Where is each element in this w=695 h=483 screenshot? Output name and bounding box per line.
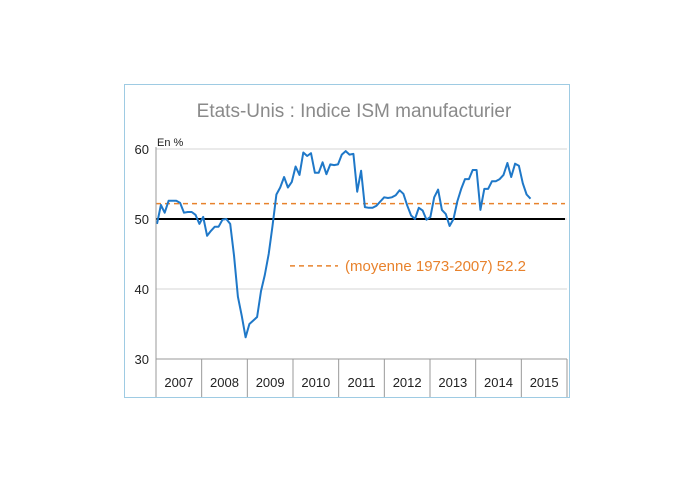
reference-lines bbox=[156, 202, 565, 220]
y-tick-label: 40 bbox=[135, 282, 149, 297]
x-tick-label: 2009 bbox=[256, 375, 285, 390]
x-tick-label: 2014 bbox=[484, 375, 513, 390]
legend-label: (moyenne 1973-2007) 52.2 bbox=[345, 258, 526, 275]
x-tick-label: 2013 bbox=[438, 375, 467, 390]
x-tick-label: 2007 bbox=[164, 375, 193, 390]
axes bbox=[155, 147, 568, 397]
series-layer bbox=[156, 150, 532, 339]
legend: (moyenne 1973-2007) 52.2 bbox=[290, 258, 526, 275]
y-tick-label: 60 bbox=[135, 142, 149, 157]
x-tick-labels: 2007 2008 2009 2010 2011 2012 2013 2014 2015 bbox=[164, 375, 558, 390]
chart-title: Etats-Unis : Indice ISM manufacturier bbox=[197, 101, 512, 122]
line-chart: Etats-Unis : Indice ISM manufacturier En… bbox=[135, 101, 568, 397]
x-tick-label: 2011 bbox=[348, 375, 376, 390]
y-tick-label: 50 bbox=[135, 212, 149, 227]
y-tick-label: 30 bbox=[135, 352, 149, 367]
x-tick-label: 2012 bbox=[393, 375, 422, 390]
unit-label: En % bbox=[157, 137, 184, 149]
series-line bbox=[156, 150, 532, 339]
x-tick-label: 2010 bbox=[301, 375, 330, 390]
chart-frame: Etats-Unis : Indice ISM manufacturier En… bbox=[124, 84, 570, 398]
y-tick-labels: 30 40 50 60 bbox=[135, 142, 149, 367]
x-tick-label: 2008 bbox=[210, 375, 239, 390]
x-tick-label: 2015 bbox=[530, 375, 559, 390]
